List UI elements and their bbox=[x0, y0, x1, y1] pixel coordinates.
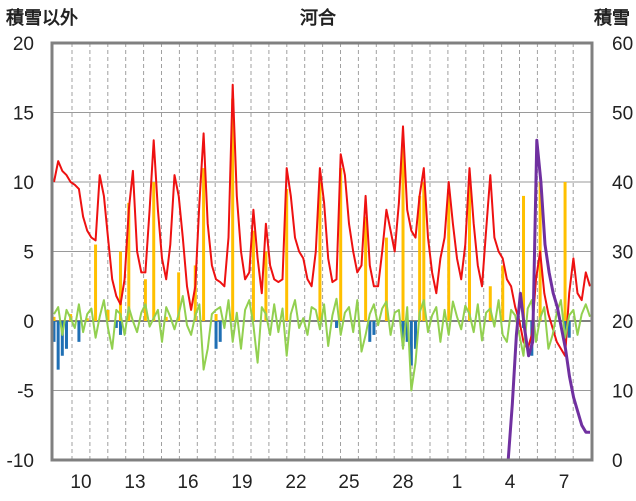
right-tick-label: 40 bbox=[612, 173, 633, 194]
left-tick-label: -10 bbox=[7, 451, 34, 472]
blue-bar bbox=[567, 321, 571, 338]
x-tick-label: 1 bbox=[452, 472, 463, 493]
left-tick-label: 0 bbox=[23, 312, 34, 333]
blue-bar bbox=[413, 321, 417, 349]
blue-bar bbox=[335, 321, 339, 328]
yellow-bar bbox=[231, 98, 235, 321]
yellow-bar bbox=[401, 140, 405, 321]
yellow-bar bbox=[318, 182, 322, 321]
x-tick-label: 7 bbox=[559, 472, 570, 493]
blue-bar bbox=[405, 321, 409, 342]
chart-title: 河合 bbox=[300, 7, 337, 29]
x-tick-label: 25 bbox=[338, 472, 359, 493]
blue-bar bbox=[60, 321, 64, 356]
blue-bar bbox=[214, 321, 218, 349]
blue-bar bbox=[56, 321, 60, 370]
left-tick-label: 15 bbox=[13, 104, 34, 125]
plot-frame bbox=[50, 41, 594, 462]
blue-bar bbox=[409, 321, 413, 366]
yellow-bar bbox=[422, 182, 426, 321]
right-axis-title: 積雪 bbox=[593, 7, 630, 29]
right-tick-label: 30 bbox=[612, 243, 633, 264]
yellow-bar bbox=[264, 251, 268, 321]
left-axis-ticks: -10 -5 0 5 10 15 20 bbox=[7, 34, 34, 472]
yellow-bar bbox=[522, 195, 526, 321]
blue-bar bbox=[64, 321, 68, 349]
yellow-bar bbox=[143, 279, 147, 321]
x-axis-ticks: 10 13 16 19 22 25 28 1 4 7 bbox=[70, 472, 569, 493]
x-tick-label: 22 bbox=[285, 472, 306, 493]
yellow-bar bbox=[501, 265, 505, 321]
right-axis-ticks: 0 10 20 30 40 50 60 bbox=[612, 34, 633, 472]
left-axis-title: 積雪以外 bbox=[5, 7, 78, 29]
right-tick-label: 20 bbox=[612, 312, 633, 333]
yellow-bar bbox=[488, 286, 492, 321]
blue-bar bbox=[368, 321, 372, 342]
left-tick-label: -5 bbox=[17, 382, 34, 403]
blue-bar bbox=[218, 321, 222, 342]
yellow-bar bbox=[447, 188, 451, 321]
yellow-bar bbox=[193, 265, 197, 321]
x-tick-label: 10 bbox=[70, 472, 91, 493]
blue-bar bbox=[114, 321, 118, 328]
x-tick-label: 28 bbox=[392, 472, 413, 493]
x-tick-label: 19 bbox=[231, 472, 252, 493]
green-series-line bbox=[53, 295, 591, 392]
yellow-bar bbox=[164, 316, 168, 321]
yellow-bar bbox=[364, 216, 368, 321]
left-tick-label: 20 bbox=[13, 34, 34, 55]
x-tick-label: 16 bbox=[177, 472, 198, 493]
yellow-bar bbox=[177, 272, 181, 321]
right-tick-label: 0 bbox=[612, 451, 623, 472]
right-tick-label: 60 bbox=[612, 34, 633, 55]
right-tick-label: 50 bbox=[612, 104, 633, 125]
yellow-bar bbox=[52, 316, 56, 321]
blue-bar bbox=[52, 321, 56, 342]
yellow-bar bbox=[152, 182, 156, 321]
x-tick-label: 4 bbox=[505, 472, 516, 493]
right-tick-label: 10 bbox=[612, 382, 633, 403]
yellow-bar bbox=[94, 244, 98, 321]
yellow-bar bbox=[85, 318, 89, 321]
blue-bar bbox=[372, 321, 376, 335]
yellow-bar bbox=[384, 237, 388, 321]
bar-series bbox=[52, 98, 571, 370]
yellow-bar bbox=[468, 182, 472, 321]
yellow-bar bbox=[285, 188, 289, 321]
blue-bar bbox=[118, 321, 122, 335]
blue-bar bbox=[401, 321, 405, 347]
blue-bar bbox=[77, 321, 81, 342]
x-tick-label: 13 bbox=[124, 472, 145, 493]
yellow-bar bbox=[127, 202, 131, 321]
left-tick-label: 10 bbox=[13, 173, 34, 194]
yellow-bar bbox=[339, 168, 343, 321]
yellow-bar bbox=[251, 230, 255, 321]
left-tick-label: 5 bbox=[23, 243, 34, 264]
yellow-bar bbox=[418, 195, 422, 321]
yellow-bar bbox=[202, 168, 206, 321]
red-series-line bbox=[53, 83, 591, 357]
yellow-bar bbox=[214, 314, 218, 321]
yellow-bar bbox=[106, 309, 110, 321]
yellow-bar bbox=[118, 251, 122, 321]
yellow-bar bbox=[563, 182, 567, 321]
